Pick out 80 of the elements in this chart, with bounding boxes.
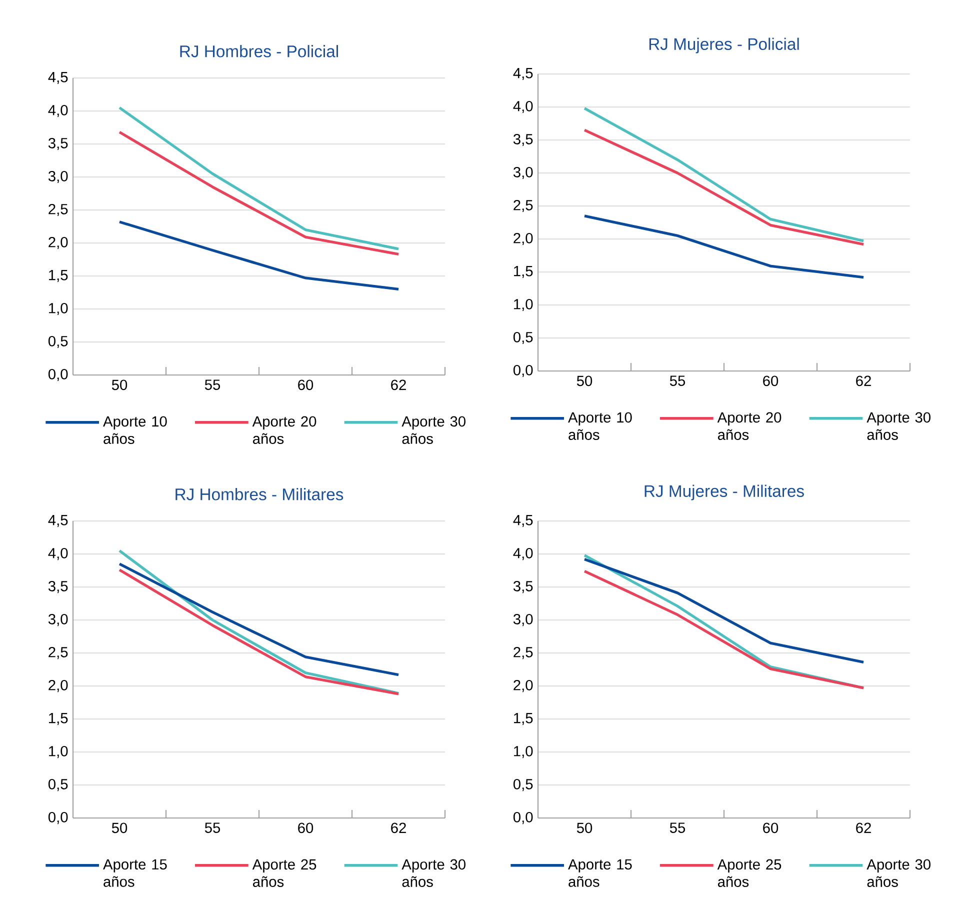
x-tick-label: 62 (856, 376, 871, 386)
y-tick-label: 2,0 (514, 232, 533, 246)
line-series (583, 106, 865, 242)
y-tick-label: 2,0 (48, 680, 68, 692)
y-tick-label: 1,0 (49, 302, 68, 316)
y-tick-label: 1,5 (49, 270, 68, 282)
line-series (583, 214, 865, 279)
x-tick-label: 60 (298, 822, 314, 834)
legend-label: Aporte 10 años (103, 416, 167, 444)
y-tick-label: 3,0 (513, 614, 533, 626)
x-tick-label: 50 (112, 380, 128, 390)
legend-label: Aporte 20 años (717, 412, 782, 440)
chart-title: RJ Mujeres - Policial (649, 38, 799, 54)
y-tick-label: 2,0 (514, 680, 533, 692)
legend-label: Aporte 20 años (252, 416, 316, 444)
y-tick-label: 2,5 (514, 646, 533, 660)
x-tick-label: 55 (204, 380, 220, 390)
y-tick-label: 1,0 (514, 298, 533, 312)
legend-label: Aporte 15 años (568, 859, 632, 887)
x-tick-label: 62 (856, 822, 871, 834)
y-tick-label: 3,5 (48, 138, 68, 150)
y-tick-label: 4,0 (48, 104, 68, 118)
line-series (118, 130, 400, 256)
x-tick-label: 50 (576, 376, 592, 386)
y-tick-label: 0,5 (513, 332, 533, 344)
y-tick-label: 4,5 (513, 68, 533, 80)
y-tick-label: 0,0 (513, 812, 533, 824)
y-tick-label: 4,5 (48, 72, 68, 84)
chart-title: RJ Hombres - Policial (180, 45, 338, 58)
x-tick-label: 50 (576, 822, 592, 834)
legend-label: Aporte 30 años (402, 416, 466, 444)
legend-label: Aporte 25 años (252, 859, 316, 887)
y-tick-label: 3,0 (513, 166, 533, 180)
line-series (118, 220, 400, 291)
y-tick-label: 1,0 (514, 746, 533, 758)
y-tick-label: 4,0 (513, 548, 533, 560)
x-tick-label: 60 (763, 376, 778, 386)
legend-label: Aporte 25 años (717, 859, 782, 887)
y-tick-label: 3,0 (48, 170, 68, 184)
x-tick-label: 50 (112, 822, 128, 834)
y-tick-label: 1,0 (49, 746, 68, 758)
x-tick-label: 55 (670, 822, 686, 833)
y-tick-label: 4,0 (48, 548, 68, 560)
x-tick-label: 55 (204, 822, 220, 833)
x-tick-label: 62 (391, 380, 406, 390)
y-tick-label: 3,5 (513, 134, 533, 146)
line-series (118, 106, 400, 250)
y-tick-label: 3,0 (48, 614, 68, 626)
y-tick-label: 0,0 (48, 812, 68, 824)
y-tick-label: 2,5 (48, 204, 68, 216)
line-series (118, 562, 400, 676)
legend-label: Aporte 10 años (568, 412, 632, 440)
y-tick-label: 0,5 (48, 336, 68, 348)
y-tick-label: 4,5 (48, 515, 68, 527)
x-tick-label: 60 (763, 822, 778, 834)
legend-label: Aporte 30 años (866, 859, 930, 887)
x-tick-label: 60 (298, 380, 314, 390)
y-tick-label: 3,5 (513, 580, 533, 594)
y-tick-label: 4,0 (513, 100, 533, 114)
y-tick-label: 0,5 (48, 778, 68, 792)
x-tick-label: 55 (670, 376, 686, 386)
y-tick-label: 1,5 (514, 713, 533, 725)
y-tick-label: 0,0 (513, 364, 533, 378)
y-tick-label: 0,5 (513, 778, 533, 792)
legend-label: Aporte 30 años (402, 859, 466, 887)
line-series (583, 558, 865, 664)
y-tick-label: 1,5 (49, 713, 68, 725)
chart-title: RJ Mujeres - Militares (644, 484, 804, 500)
y-tick-label: 1,5 (514, 266, 533, 278)
legend-label: Aporte 30 años (866, 412, 930, 440)
x-tick-label: 62 (391, 822, 406, 834)
y-tick-label: 4,5 (513, 515, 533, 527)
chart-title: RJ Hombres - Militares (176, 488, 344, 500)
y-tick-label: 2,5 (514, 200, 533, 212)
y-tick-label: 0,0 (48, 368, 68, 382)
line-series (583, 128, 865, 246)
y-tick-label: 2,0 (48, 236, 68, 250)
y-tick-label: 2,5 (48, 646, 68, 660)
y-tick-label: 3,5 (48, 580, 68, 594)
legend-label: Aporte 15 años (103, 859, 167, 887)
